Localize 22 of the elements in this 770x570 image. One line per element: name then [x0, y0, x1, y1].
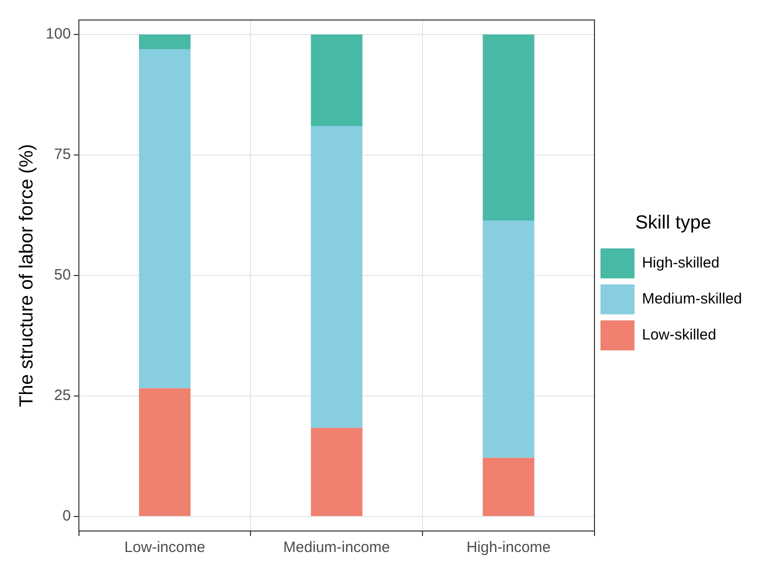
bar [310, 126, 362, 428]
bar [482, 34, 534, 221]
y-tick-label: 100 [46, 26, 71, 43]
bar [138, 388, 191, 516]
y-tick-label: 0 [62, 508, 71, 525]
bar [310, 428, 362, 516]
legend-title: Skill type [635, 212, 712, 234]
bar [482, 220, 534, 458]
y-axis-title: The structure of labor force (%) [16, 144, 38, 407]
x-tick-label: Medium-income [283, 539, 390, 556]
x-tick-label: Low-income [124, 539, 206, 556]
y-tick-label: 50 [54, 266, 71, 284]
bar [138, 49, 191, 388]
legend-label: Low-skilled [642, 326, 716, 344]
y-tick-label: 25 [54, 387, 71, 404]
y-tick-label: 75 [54, 146, 71, 164]
x-tick-label: High-income [466, 539, 551, 556]
bar [482, 458, 534, 516]
bar [310, 34, 362, 126]
bar [138, 34, 191, 50]
legend-label: High-skilled [642, 254, 720, 272]
legend-label: Medium-skilled [642, 290, 742, 308]
